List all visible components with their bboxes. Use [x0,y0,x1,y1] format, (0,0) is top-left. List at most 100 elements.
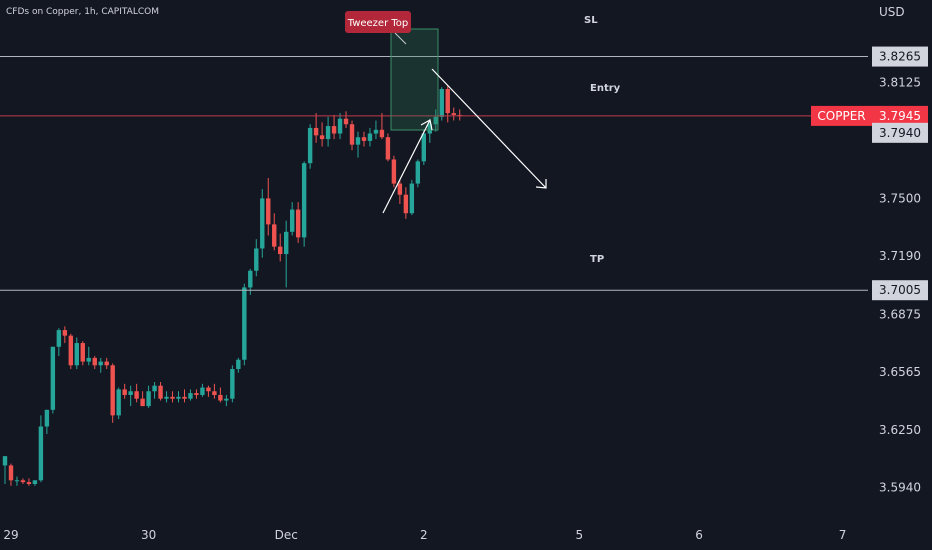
candle-body [421,133,427,162]
candle [110,363,115,423]
candle-body [38,426,44,481]
candle-body [343,118,349,125]
candle-body [307,127,313,164]
candle [343,111,349,128]
candle-body [92,357,97,366]
candle [421,129,427,166]
candle-body [379,129,385,138]
y-tick-label: 3.6565 [879,365,921,379]
candle-body [349,124,355,145]
candle-body [325,126,331,140]
candle-body [152,385,157,392]
candle [295,202,301,243]
price-label-box [872,105,928,126]
candle-body [385,137,391,160]
y-tick-label: 3.8125 [879,76,921,90]
candle-body [98,361,103,366]
candle-body [272,224,277,247]
candle [433,109,438,132]
tweezer-pattern-box [390,28,439,131]
candle [86,346,91,366]
candle [451,107,456,121]
candle-body [86,357,91,362]
candle [397,179,403,204]
candle [2,456,8,484]
candle [337,113,343,140]
candle [20,478,26,484]
candle [439,87,444,121]
candle-body [50,346,56,410]
candle-body [445,89,450,114]
candle [379,113,385,140]
candle-body [331,126,337,134]
candle [236,357,241,373]
chart-title: CFDs on Copper, 1h, CAPITALCOM [6,7,159,17]
candle-body [301,163,307,238]
candle-body [397,183,403,195]
candle [152,381,157,399]
candle-body [206,387,211,392]
candle [92,356,97,370]
candle [164,391,169,403]
candle [182,389,187,403]
candle [200,383,205,397]
candle-body [14,480,20,482]
y-tick-label: 3.7190 [879,249,921,263]
candle [242,283,247,366]
forecast-arrow [431,68,547,189]
candle-body [146,391,151,407]
candle [146,385,151,408]
candle-body [242,287,247,360]
candle-body [170,396,175,399]
level-name-sl: SL [584,15,598,26]
candle [26,478,32,486]
candle [230,365,235,403]
candle-body [74,343,79,366]
candle-body [409,183,415,214]
candle-body [218,394,223,401]
candle-body [176,396,181,399]
y-tick-label: 3.7500 [879,191,921,205]
candle-body [254,248,259,271]
candle [140,391,145,407]
candle-body [433,116,438,125]
candle [319,122,325,147]
candle [80,341,85,366]
candle-body [44,409,50,427]
levels-layer [0,56,868,291]
x-tick-label: Dec [275,528,298,542]
candle [266,178,271,236]
candle [415,159,421,188]
candle-body [230,369,235,399]
candle-body [164,396,169,399]
rebound-arrow-head [420,119,433,131]
candle-body [361,137,367,141]
x-tick-label: 7 [839,528,847,542]
candle-body [295,209,301,238]
rebound-arrow [382,119,431,214]
candle-body [289,209,295,232]
candle-body [116,389,121,416]
callout-pointer [394,32,407,45]
price-label-box [872,122,928,143]
candle-body [278,246,283,255]
candle [194,389,199,399]
x-tick-label: 2 [420,528,428,542]
candle [367,127,373,147]
candle [68,333,74,370]
candle [206,385,211,397]
candle [373,120,379,140]
candle [134,383,139,403]
candle [278,233,283,262]
candle [74,337,79,370]
price-label: 3.8265 [879,50,921,64]
candle-body [56,330,62,347]
candle [188,389,193,401]
candle-body [355,137,361,145]
candle [50,346,56,414]
candle [289,202,295,236]
candle [128,385,133,407]
candle [212,383,217,399]
